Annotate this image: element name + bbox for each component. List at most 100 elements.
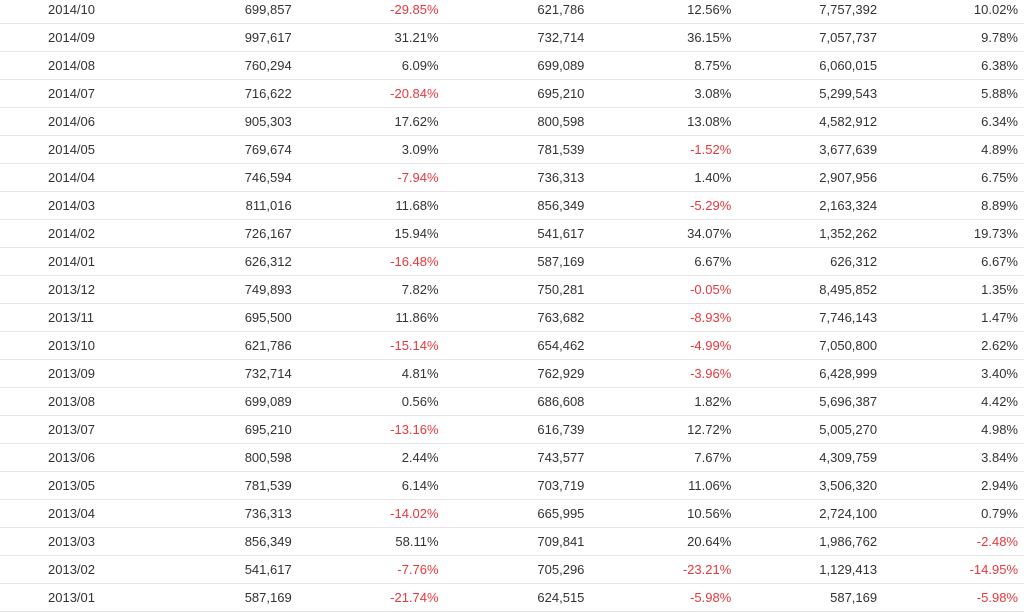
prior-value-cell: 705,296 bbox=[438, 555, 585, 584]
prior-change-cell: -5.98% bbox=[584, 583, 732, 612]
table-row: 2013/10 621,786 -15.14% 654,462 -4.99% 7,050,… bbox=[0, 331, 1024, 360]
period-cell: 2014/04 bbox=[0, 163, 131, 192]
prior-value-cell: 699,089 bbox=[438, 51, 585, 80]
cumulative-cell: 5,005,270 bbox=[731, 415, 878, 444]
value-cell: 541,617 bbox=[130, 555, 292, 584]
table-row: 2014/07 716,622 -20.84% 695,210 3.08% 5,299,5… bbox=[0, 79, 1024, 108]
value-change-cell: -13.16% bbox=[291, 415, 439, 444]
table-row: 2014/08 760,294 6.09% 699,089 8.75% 6,060,015… bbox=[0, 51, 1024, 80]
cumulative-cell: 587,169 bbox=[731, 583, 878, 612]
period-cell: 2014/07 bbox=[0, 79, 131, 108]
value-change-cell: 11.86% bbox=[291, 303, 439, 332]
value-cell: 760,294 bbox=[130, 51, 292, 80]
period-cell: 2014/05 bbox=[0, 135, 131, 164]
table-row: 2013/06 800,598 2.44% 743,577 7.67% 4,309,759… bbox=[0, 443, 1024, 472]
prior-change-cell: 36.15% bbox=[584, 23, 732, 52]
cumulative-change-cell: 6.34% bbox=[877, 107, 1024, 136]
value-change-cell: 4.81% bbox=[291, 359, 439, 388]
prior-change-cell: 11.06% bbox=[584, 471, 732, 500]
table-row: 2013/02 541,617 -7.76% 705,296 -23.21% 1,129,… bbox=[0, 555, 1024, 584]
value-cell: 699,857 bbox=[130, 0, 292, 24]
cumulative-cell: 2,163,324 bbox=[731, 191, 878, 220]
table-row: 2014/10 699,857 -29.85% 621,786 12.56% 7,757,… bbox=[0, 0, 1024, 24]
cumulative-change-cell: 4.42% bbox=[877, 387, 1024, 416]
value-change-cell: -29.85% bbox=[291, 0, 439, 24]
table-row: 2013/01 587,169 -21.74% 624,515 -5.98% 587,16… bbox=[0, 583, 1024, 612]
period-cell: 2013/11 bbox=[0, 303, 131, 332]
period-cell: 2014/08 bbox=[0, 51, 131, 80]
cumulative-change-cell: 6.67% bbox=[877, 247, 1024, 276]
prior-value-cell: 736,313 bbox=[438, 163, 585, 192]
period-cell: 2013/06 bbox=[0, 443, 131, 472]
table-row: 2013/04 736,313 -14.02% 665,995 10.56% 2,724,… bbox=[0, 499, 1024, 528]
table-row: 2014/06 905,303 17.62% 800,598 13.08% 4,582,9… bbox=[0, 107, 1024, 136]
table-row: 2013/11 695,500 11.86% 763,682 -8.93% 7,746,1… bbox=[0, 303, 1024, 332]
prior-value-cell: 665,995 bbox=[438, 499, 585, 528]
value-change-cell: 17.62% bbox=[291, 107, 439, 136]
prior-change-cell: 6.67% bbox=[584, 247, 732, 276]
cumulative-change-cell: 2.94% bbox=[877, 471, 1024, 500]
value-change-cell: 6.09% bbox=[291, 51, 439, 80]
prior-change-cell: -8.93% bbox=[584, 303, 732, 332]
prior-value-cell: 800,598 bbox=[438, 107, 585, 136]
value-cell: 732,714 bbox=[130, 359, 292, 388]
table-row: 2014/04 746,594 -7.94% 736,313 1.40% 2,907,95… bbox=[0, 163, 1024, 192]
cumulative-change-cell: 19.73% bbox=[877, 219, 1024, 248]
table-row: 2013/03 856,349 58.11% 709,841 20.64% 1,986,7… bbox=[0, 527, 1024, 556]
cumulative-change-cell: 4.89% bbox=[877, 135, 1024, 164]
cumulative-change-cell: 1.35% bbox=[877, 275, 1024, 304]
value-change-cell: -7.94% bbox=[291, 163, 439, 192]
cumulative-cell: 4,309,759 bbox=[731, 443, 878, 472]
cumulative-change-cell: 10.02% bbox=[877, 0, 1024, 24]
value-cell: 781,539 bbox=[130, 471, 292, 500]
value-cell: 587,169 bbox=[130, 583, 292, 612]
cumulative-cell: 8,495,852 bbox=[731, 275, 878, 304]
prior-change-cell: 12.72% bbox=[584, 415, 732, 444]
prior-change-cell: 20.64% bbox=[584, 527, 732, 556]
cumulative-cell: 1,352,262 bbox=[731, 219, 878, 248]
cumulative-cell: 4,582,912 bbox=[731, 107, 878, 136]
value-change-cell: 2.44% bbox=[291, 443, 439, 472]
cumulative-cell: 7,050,800 bbox=[731, 331, 878, 360]
period-cell: 2013/02 bbox=[0, 555, 131, 584]
cumulative-cell: 7,057,737 bbox=[731, 23, 878, 52]
prior-value-cell: 541,617 bbox=[438, 219, 585, 248]
value-cell: 769,674 bbox=[130, 135, 292, 164]
period-cell: 2013/07 bbox=[0, 415, 131, 444]
prior-change-cell: -0.05% bbox=[584, 275, 732, 304]
prior-value-cell: 703,719 bbox=[438, 471, 585, 500]
prior-value-cell: 762,929 bbox=[438, 359, 585, 388]
value-cell: 699,089 bbox=[130, 387, 292, 416]
prior-change-cell: 1.40% bbox=[584, 163, 732, 192]
value-cell: 621,786 bbox=[130, 331, 292, 360]
cumulative-cell: 7,757,392 bbox=[731, 0, 878, 24]
value-change-cell: -20.84% bbox=[291, 79, 439, 108]
value-change-cell: 11.68% bbox=[291, 191, 439, 220]
value-change-cell: 6.14% bbox=[291, 471, 439, 500]
table-row: 2013/09 732,714 4.81% 762,929 -3.96% 6,428,99… bbox=[0, 359, 1024, 388]
period-cell: 2013/04 bbox=[0, 499, 131, 528]
prior-change-cell: 34.07% bbox=[584, 219, 732, 248]
value-change-cell: 58.11% bbox=[291, 527, 439, 556]
prior-value-cell: 621,786 bbox=[438, 0, 585, 24]
value-cell: 695,500 bbox=[130, 303, 292, 332]
period-cell: 2013/01 bbox=[0, 583, 131, 612]
period-cell: 2014/01 bbox=[0, 247, 131, 276]
prior-change-cell: 13.08% bbox=[584, 107, 732, 136]
period-cell: 2014/02 bbox=[0, 219, 131, 248]
period-cell: 2013/08 bbox=[0, 387, 131, 416]
prior-value-cell: 654,462 bbox=[438, 331, 585, 360]
table-row: 2013/07 695,210 -13.16% 616,739 12.72% 5,005,… bbox=[0, 415, 1024, 444]
prior-value-cell: 781,539 bbox=[438, 135, 585, 164]
table-row: 2014/01 626,312 -16.48% 587,169 6.67% 626,312… bbox=[0, 247, 1024, 276]
cumulative-change-cell: -14.95% bbox=[877, 555, 1024, 584]
value-change-cell: 0.56% bbox=[291, 387, 439, 416]
prior-value-cell: 856,349 bbox=[438, 191, 585, 220]
period-cell: 2013/05 bbox=[0, 471, 131, 500]
prior-value-cell: 616,739 bbox=[438, 415, 585, 444]
cumulative-cell: 2,724,100 bbox=[731, 499, 878, 528]
prior-change-cell: 10.56% bbox=[584, 499, 732, 528]
cumulative-change-cell: 2.62% bbox=[877, 331, 1024, 360]
prior-change-cell: 1.82% bbox=[584, 387, 732, 416]
value-cell: 746,594 bbox=[130, 163, 292, 192]
